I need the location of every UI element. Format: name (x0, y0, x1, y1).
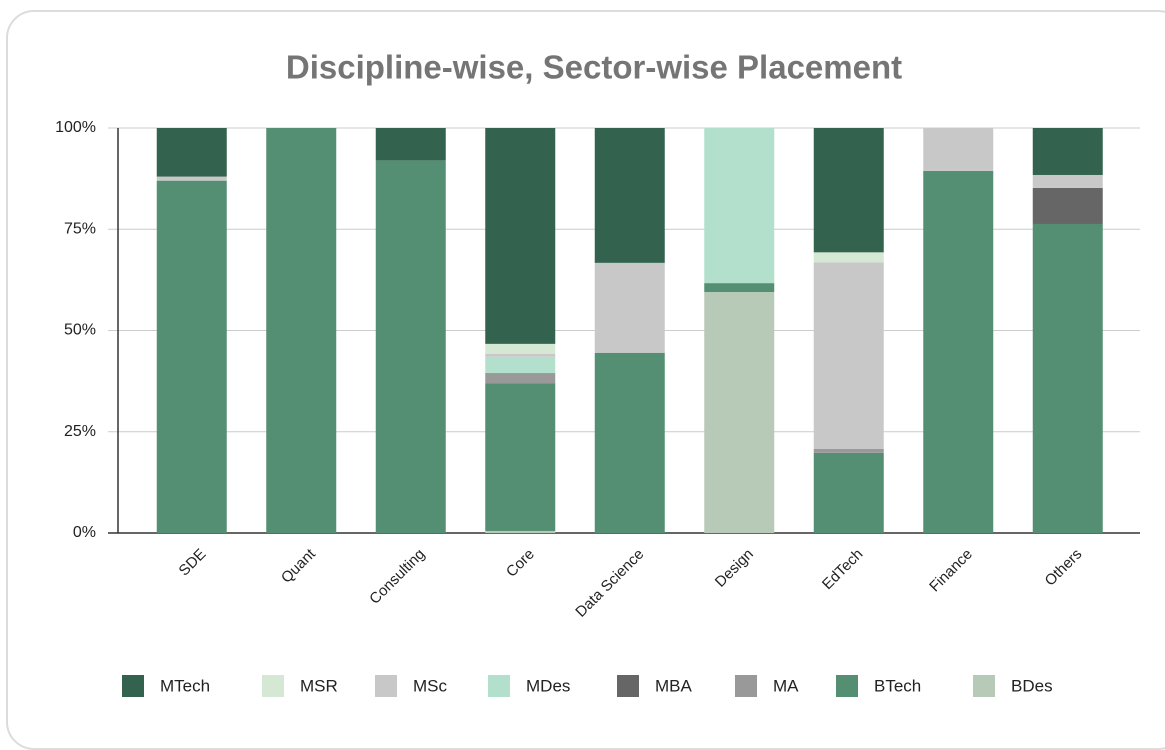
legend-label: MTech (160, 676, 210, 695)
legend-swatch (122, 675, 144, 697)
bar-segment (813, 262, 884, 449)
bar-segment (485, 343, 556, 354)
bar-segment (813, 252, 884, 263)
bar-segment (813, 452, 884, 533)
bar-segment (485, 128, 556, 344)
legend-swatch (262, 675, 284, 697)
legend-label: MDes (526, 676, 570, 695)
legend-label: MSc (413, 676, 448, 695)
bar-segment (923, 170, 994, 533)
legend-label: MBA (655, 676, 693, 695)
legend-swatch (973, 675, 995, 697)
y-tick-label: 25% (64, 423, 96, 440)
bar-segment (594, 352, 665, 533)
bar-segment (1032, 187, 1103, 224)
legend-swatch (735, 675, 757, 697)
bar-segment (485, 383, 556, 531)
bar-segment (813, 448, 884, 453)
bar-segment (704, 283, 775, 293)
x-tick-label: Finance (926, 546, 976, 596)
x-tick-label: Core (503, 546, 538, 581)
x-tick-label: EdTech (819, 546, 866, 593)
legend-swatch (617, 675, 639, 697)
x-tick-label: Others (1042, 546, 1086, 590)
bar-segment (156, 176, 227, 181)
legend-swatch (836, 675, 858, 697)
chart: Discipline-wise, Sector-wise Placement 0… (55, 49, 1140, 697)
y-tick-label: 75% (64, 220, 96, 237)
bar-segment (156, 128, 227, 177)
bar-segment (704, 292, 775, 533)
bar-segment (375, 160, 446, 533)
x-tick-label: Data Science (572, 546, 647, 621)
bar-segment (375, 128, 446, 161)
bar-segment (813, 128, 884, 253)
y-tick-label: 50% (64, 322, 96, 339)
bar-segment (594, 262, 665, 353)
bar-segment (1032, 223, 1103, 534)
bar-segment (1032, 174, 1103, 188)
bar-segment (485, 353, 556, 357)
chart-title: Discipline-wise, Sector-wise Placement (286, 49, 902, 86)
bar-segment (156, 180, 227, 533)
legend-label: MA (773, 676, 799, 695)
legend-swatch (375, 675, 397, 697)
y-tick-label: 0% (73, 524, 96, 541)
bar-segment (923, 128, 994, 171)
legend-label: MSR (300, 676, 338, 695)
bar-segment (594, 128, 665, 263)
bar-segment (266, 128, 337, 533)
bar-segment (485, 356, 556, 374)
x-tick-label: Consulting (366, 546, 428, 608)
legend-label: BDes (1011, 676, 1053, 695)
legend-swatch (488, 675, 510, 697)
bar-segment (1032, 128, 1103, 175)
bar-segment (485, 373, 556, 384)
y-tick-label: 100% (55, 119, 96, 136)
x-tick-label: SDE (176, 546, 210, 580)
bar-segment (704, 128, 775, 284)
x-tick-label: Design (712, 546, 757, 591)
legend-label: BTech (874, 676, 921, 695)
bar-segment (485, 530, 556, 533)
x-tick-label: Quant (278, 545, 320, 587)
